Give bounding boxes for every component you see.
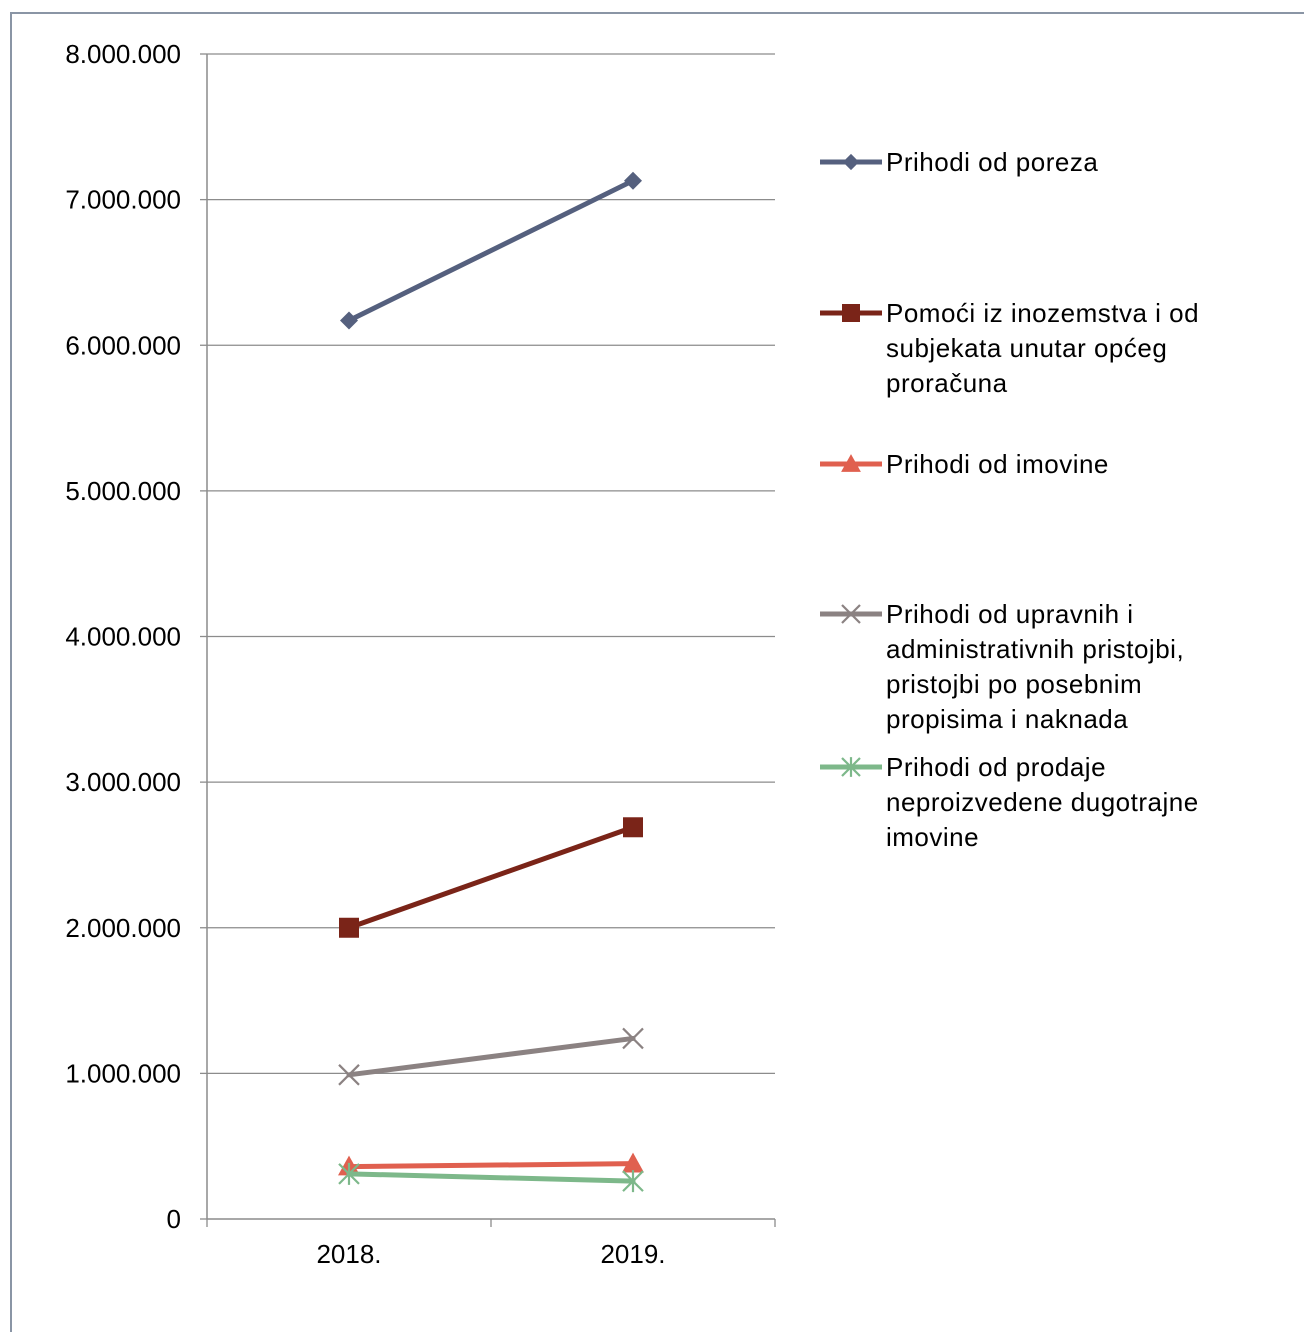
y-tick-label: 1.000.000 xyxy=(65,1058,181,1088)
legend-swatch-marker xyxy=(841,757,861,777)
series-line xyxy=(346,1161,636,1170)
data-point xyxy=(338,1064,360,1086)
legend-swatch-marker xyxy=(841,454,861,472)
data-point xyxy=(624,171,642,190)
y-tick-label: 3.000.000 xyxy=(65,767,181,797)
legend-label: subjekata unutar općeg xyxy=(886,333,1167,363)
data-point xyxy=(338,1162,360,1185)
legend-label: pristojbi po posebnim xyxy=(886,669,1142,699)
y-tick-label: 8.000.000 xyxy=(65,39,181,69)
legend-label: neproizvedene dugotrajne xyxy=(886,787,1199,817)
chart-frame xyxy=(10,12,1304,1332)
legend-swatch-marker xyxy=(841,604,861,624)
legend-label: Prihodi od prodaje xyxy=(886,752,1106,782)
legend-label: Prihodi od upravnih i xyxy=(886,599,1134,629)
legend-swatch-marker xyxy=(842,153,860,171)
legend-swatch-marker xyxy=(842,304,860,322)
series-line xyxy=(346,1035,636,1078)
legend-label: Prihodi od poreza xyxy=(886,147,1098,177)
series-line xyxy=(346,824,636,931)
y-tick-label: 0 xyxy=(167,1204,181,1234)
data-point xyxy=(623,817,643,838)
data-point xyxy=(340,311,358,330)
y-tick-label: 2.000.000 xyxy=(65,913,181,943)
legend-label: Pomoći iz inozemstva i od xyxy=(886,298,1199,328)
y-tick-label: 6.000.000 xyxy=(65,330,181,360)
y-tick-label: 4.000.000 xyxy=(65,622,181,652)
legend-label: imovine xyxy=(886,822,979,852)
data-point xyxy=(339,917,359,938)
data-point xyxy=(622,1152,644,1173)
y-tick-label: 7.000.000 xyxy=(65,185,181,215)
legend-label: propisima i naknada xyxy=(886,704,1128,734)
legend-label: proračuna xyxy=(886,368,1008,398)
data-point xyxy=(622,1170,644,1193)
legend-label: administrativnih pristojbi, xyxy=(886,634,1184,664)
x-tick-label: 2019. xyxy=(600,1239,665,1269)
data-point xyxy=(622,1027,644,1050)
series-line xyxy=(346,1171,636,1184)
series-line xyxy=(346,178,636,323)
y-tick-label: 5.000.000 xyxy=(65,476,181,506)
legend-label: Prihodi od imovine xyxy=(886,449,1109,479)
x-tick-label: 2018. xyxy=(316,1239,381,1269)
